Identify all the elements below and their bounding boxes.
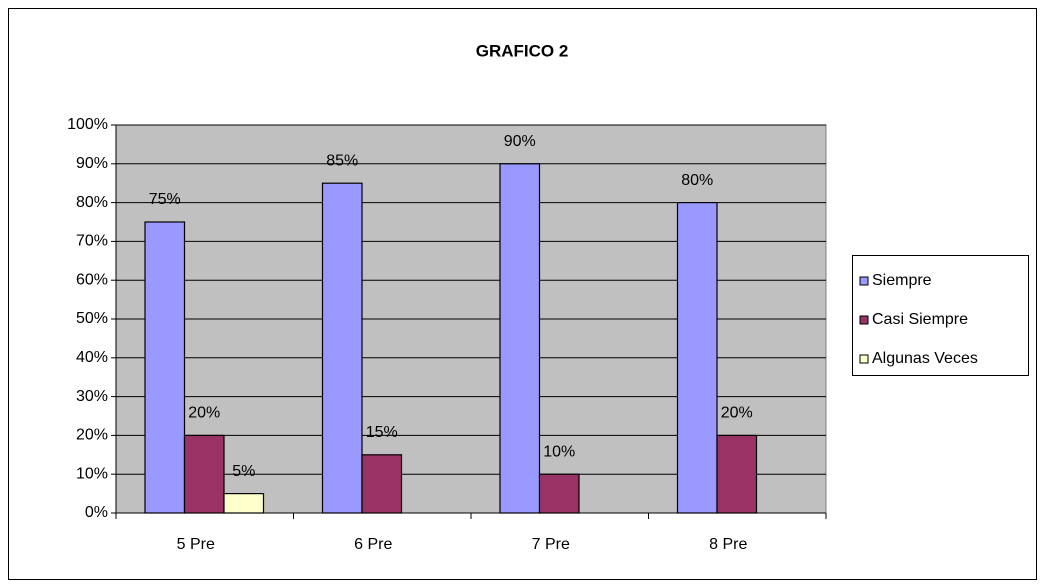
legend-label: Algunas Veces [872,350,978,367]
data-label: 5% [232,463,255,480]
bar [676,202,718,514]
data-label: 85% [326,152,358,169]
x-tick-label: 5 Pre [177,536,215,553]
y-tick-label: 40% [76,349,108,366]
legend-swatch [859,315,869,325]
data-label: 10% [543,443,575,460]
data-label: 75% [149,191,181,208]
bar [361,454,403,514]
data-label: 20% [188,405,220,422]
bar [223,493,265,514]
bar [321,182,363,514]
x-tick-label: 7 Pre [532,536,570,553]
y-tick-label: 100% [67,116,108,133]
chart-title: GRAFICO 2 [476,41,569,60]
bar [499,163,541,514]
bar [538,473,580,514]
legend-label: Siempre [872,272,932,289]
y-tick-label: 60% [76,271,108,288]
y-tick-label: 10% [76,465,108,482]
y-tick-label: 80% [76,194,108,211]
legend-swatch [859,354,869,364]
legend [852,255,1029,376]
bar [144,221,186,514]
bar [716,434,758,514]
y-tick-label: 20% [76,427,108,444]
y-tick-label: 0% [85,504,108,521]
data-label: 20% [721,405,753,422]
data-label: 90% [504,133,536,150]
y-tick-label: 50% [76,310,108,327]
data-label: 80% [681,172,713,189]
y-tick-label: 70% [76,233,108,250]
y-tick-label: 30% [76,388,108,405]
data-label: 15% [366,424,398,441]
legend-swatch [859,276,869,286]
legend-label: Casi Siempre [872,311,968,328]
x-tick-label: 6 Pre [354,536,392,553]
y-tick-label: 90% [76,155,108,172]
x-tick-label: 8 Pre [709,536,747,553]
bar [183,434,225,514]
